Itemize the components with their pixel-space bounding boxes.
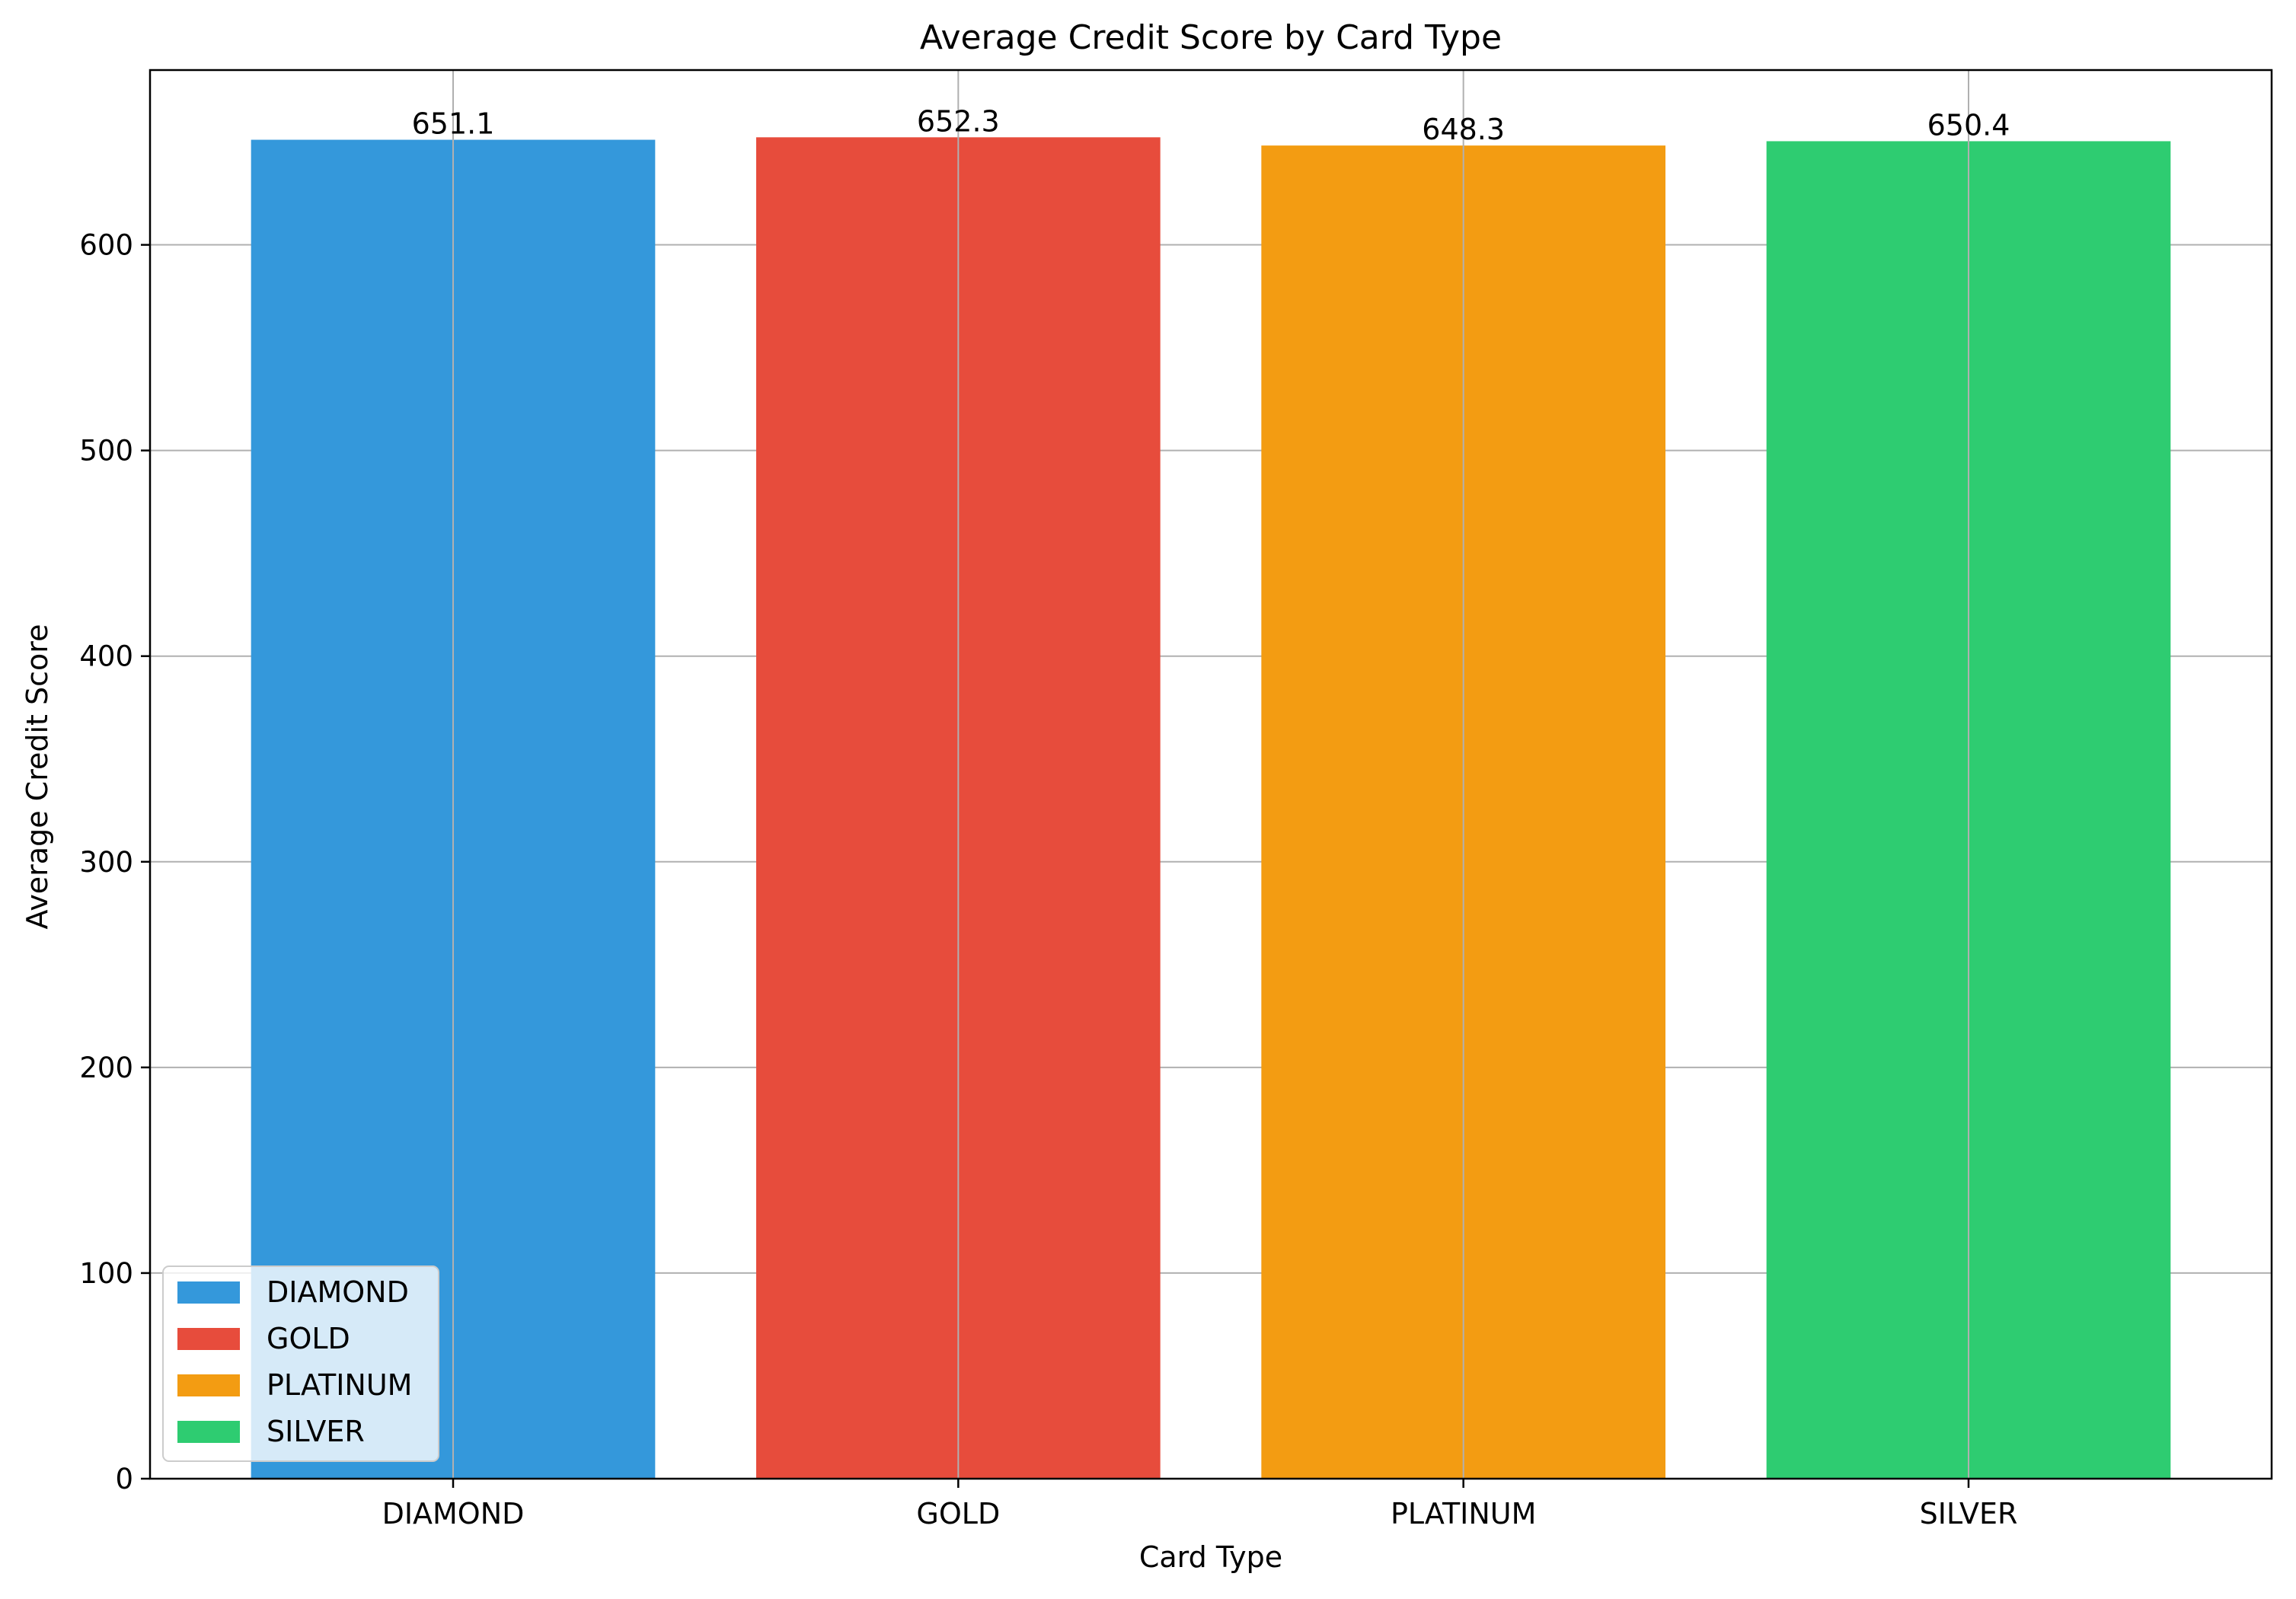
- axes: 0 100 200 300 400 500 600 DIAMOND GOLD PLATINUM SI…: [79, 69, 2273, 1530]
- value-label: 652.3: [917, 104, 1000, 138]
- legend-swatch: [177, 1328, 240, 1350]
- legend-label: PLATINUM: [267, 1368, 412, 1402]
- value-labels: 651.1 652.3 648.3 650.4: [412, 104, 2010, 146]
- y-tick-label: 300: [79, 846, 133, 879]
- value-label: 650.4: [1927, 108, 2010, 142]
- x-tick-label: GOLD: [916, 1497, 1000, 1530]
- legend-swatch: [177, 1281, 240, 1304]
- chart-title: Average Credit Score by Card Type: [920, 18, 1502, 57]
- legend-swatch: [177, 1421, 240, 1443]
- legend-swatch: [177, 1374, 240, 1396]
- legend-label: SILVER: [267, 1415, 365, 1448]
- legend-label: DIAMOND: [267, 1275, 409, 1309]
- y-axis-label: Average Credit Score: [21, 624, 54, 930]
- legend-box: [162, 1265, 439, 1462]
- value-label: 651.1: [412, 107, 495, 141]
- x-tick-label: DIAMOND: [382, 1497, 525, 1530]
- y-tick-label: 500: [79, 435, 133, 468]
- legend: DIAMOND GOLD PLATINUM SILVER: [162, 1265, 439, 1462]
- value-label: 648.3: [1422, 113, 1505, 146]
- x-tick-label: PLATINUM: [1391, 1497, 1536, 1530]
- vertical-grid-lines: [452, 70, 1969, 1479]
- y-tick-label: 400: [79, 640, 133, 673]
- y-tick-label: 200: [79, 1052, 133, 1084]
- y-tick-label: 0: [115, 1463, 133, 1495]
- legend-label: GOLD: [267, 1322, 350, 1355]
- plot-frame: [148, 69, 2273, 1480]
- x-axis-label: Card Type: [1139, 1540, 1282, 1574]
- x-tick-label: SILVER: [1920, 1497, 2018, 1530]
- y-tick-label: 600: [79, 229, 133, 262]
- y-tick-label: 100: [79, 1257, 133, 1290]
